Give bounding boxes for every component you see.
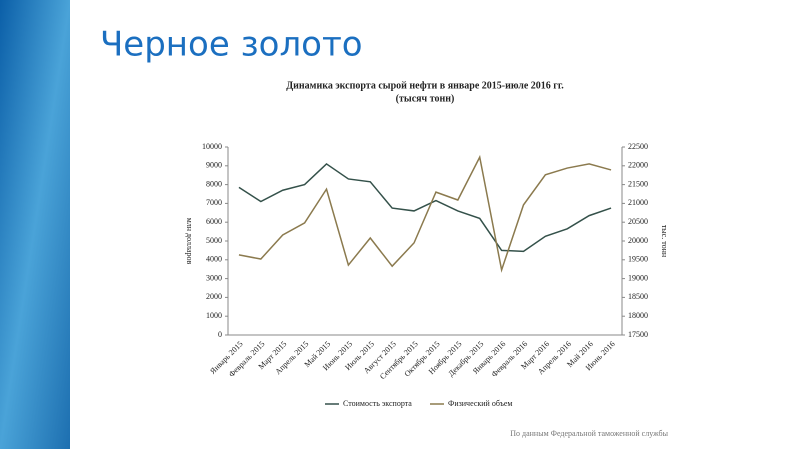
series-line: [238, 154, 612, 273]
y2-tick-label: 17500: [628, 330, 648, 339]
y-tick-label: 9000: [206, 161, 222, 170]
y-tick-label: 1000: [206, 311, 222, 320]
y-tick-label: 3000: [206, 273, 222, 282]
legend-label: Физический объем: [448, 399, 512, 408]
y2-tick-label: 22500: [628, 142, 648, 151]
legend-label: Стоимость экспорта: [343, 399, 412, 408]
footer: По данным Федеральной таможенной службы: [510, 429, 668, 438]
y2-tick-label: 18500: [628, 292, 648, 301]
y2-tick-label: 22000: [628, 161, 648, 170]
y2-tick-label: 21500: [628, 179, 648, 188]
y2-tick-label: 20000: [628, 236, 648, 245]
chart-title: Динамика экспорта сырой нефти в январе 2…: [286, 80, 564, 91]
y2-tick-label: 18000: [628, 311, 648, 320]
y2-axis-label: тыс. тонн: [660, 225, 669, 258]
y2-tick-label: 19500: [628, 255, 648, 264]
slide-title: Черное золото: [100, 25, 363, 65]
slide-background: [70, 0, 800, 449]
decoration-strip: [0, 0, 70, 449]
y-tick-label: 10000: [202, 142, 222, 151]
y-tick-label: 5000: [206, 236, 222, 245]
y2-tick-label: 19000: [628, 273, 648, 282]
y-tick-label: 2000: [206, 292, 222, 301]
y2-tick-label: 21000: [628, 198, 648, 207]
y2-tick-label: 20500: [628, 217, 648, 226]
y-tick-label: 7000: [206, 198, 222, 207]
chart-subtitle: (тысяч тонн): [396, 93, 455, 104]
y-tick-label: 4000: [206, 255, 222, 264]
y-tick-label: 6000: [206, 217, 222, 226]
y-tick-label: 8000: [206, 179, 222, 188]
series-line: [238, 162, 612, 253]
y-axis-label: млн долларов: [185, 218, 194, 265]
y-tick-label: 0: [218, 330, 222, 339]
